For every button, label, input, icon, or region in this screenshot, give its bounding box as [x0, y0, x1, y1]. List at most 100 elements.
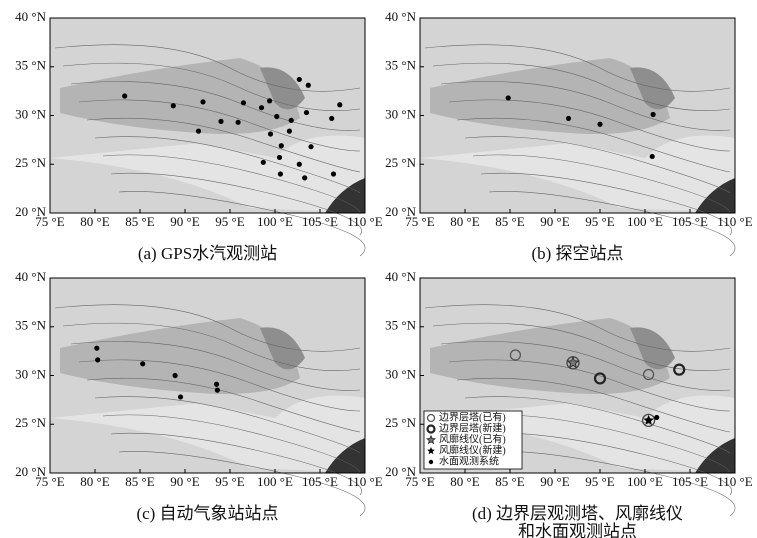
legend-label: 风廓线仪(新建) [439, 443, 506, 456]
x-tick-label: 75 °E [405, 214, 434, 229]
station [566, 116, 571, 121]
legend-label: 水面观测系统 [439, 454, 499, 467]
station [597, 122, 602, 127]
legend-label: 边界层塔(新建) [439, 421, 506, 434]
y-tick-label: 30 °N [385, 366, 416, 381]
station [173, 373, 178, 378]
x-tick-label: 110 °E [717, 214, 752, 229]
station [304, 110, 309, 115]
station [171, 103, 176, 108]
x-tick-label: 105 °E [302, 474, 338, 489]
station [297, 162, 302, 167]
station [337, 102, 342, 107]
station [279, 143, 284, 148]
caption: (a) GPS水汽观测站 [138, 244, 277, 263]
x-tick-label: 75 °E [35, 214, 64, 229]
station [302, 175, 307, 180]
x-tick-label: 90 °E [170, 214, 199, 229]
x-tick-label: 110 °E [717, 474, 752, 489]
y-tick-label: 40 °N [15, 269, 46, 284]
station [200, 99, 205, 104]
y-tick-label: 30 °N [15, 366, 46, 381]
station [287, 129, 292, 134]
station [140, 361, 145, 366]
station [95, 357, 100, 362]
x-tick-label: 80 °E [80, 474, 109, 489]
station [236, 120, 241, 125]
x-tick-label: 95 °E [215, 214, 244, 229]
x-tick-label: 100 °E [257, 214, 293, 229]
station [178, 394, 183, 399]
station [506, 95, 511, 100]
station [214, 382, 219, 387]
x-tick-label: 85 °E [495, 474, 524, 489]
station [94, 346, 99, 351]
y-tick-label: 25 °N [385, 415, 416, 430]
caption: 和水面观测站点 [518, 522, 637, 538]
y-tick-label: 30 °N [385, 106, 416, 121]
station [331, 171, 336, 176]
y-tick-label: 40 °N [15, 9, 46, 24]
x-tick-label: 95 °E [215, 474, 244, 489]
x-tick-label: 100 °E [627, 474, 663, 489]
station [308, 144, 313, 149]
x-tick-label: 80 °E [450, 474, 479, 489]
x-tick-label: 100 °E [257, 474, 293, 489]
x-tick-label: 80 °E [450, 214, 479, 229]
y-tick-label: 35 °N [385, 318, 416, 333]
x-tick-label: 90 °E [170, 474, 199, 489]
y-tick-label: 40 °N [385, 9, 416, 24]
legend-label: 边界层塔(已有) [439, 410, 506, 423]
y-tick-label: 25 °N [15, 415, 46, 430]
station [261, 160, 266, 165]
y-tick-label: 35 °N [385, 58, 416, 73]
x-tick-label: 110 °E [347, 474, 382, 489]
x-tick-label: 80 °E [80, 214, 109, 229]
x-tick-label: 95 °E [585, 474, 614, 489]
x-tick-label: 90 °E [540, 214, 569, 229]
caption: (c) 自动气象站站点 [136, 504, 278, 523]
station [650, 154, 655, 159]
x-tick-label: 105 °E [672, 214, 708, 229]
station [289, 118, 294, 123]
x-tick-label: 95 °E [585, 214, 614, 229]
water-station [654, 415, 659, 420]
x-tick-label: 85 °E [125, 214, 154, 229]
station [297, 77, 302, 82]
station [259, 105, 264, 110]
station [215, 388, 220, 393]
y-tick-label: 40 °N [385, 269, 416, 284]
x-tick-label: 90 °E [540, 474, 569, 489]
station [196, 129, 201, 134]
station [274, 114, 279, 119]
legend-label: 风廓线仪(已有) [439, 432, 506, 445]
x-tick-label: 110 °E [347, 214, 382, 229]
y-tick-label: 35 °N [15, 318, 46, 333]
caption: (b) 探空站点 [531, 244, 623, 263]
station [241, 100, 246, 105]
x-tick-label: 75 °E [35, 474, 64, 489]
station [267, 98, 272, 103]
x-tick-label: 100 °E [627, 214, 663, 229]
caption: (d) 边界层观测塔、风廓线仪 [472, 504, 683, 523]
y-tick-label: 35 °N [15, 58, 46, 73]
station [278, 171, 283, 176]
x-tick-label: 105 °E [302, 214, 338, 229]
x-tick-label: 105 °E [672, 474, 708, 489]
station [651, 112, 656, 117]
station [306, 83, 311, 88]
station [268, 131, 273, 136]
water-station [429, 460, 433, 464]
x-tick-label: 85 °E [125, 474, 154, 489]
station [329, 116, 334, 121]
x-tick-label: 75 °E [405, 474, 434, 489]
y-tick-label: 25 °N [385, 155, 416, 170]
figure: 20 °N25 °N30 °N35 °N40 °N75 °E80 °E85 °E… [0, 0, 757, 538]
y-tick-label: 25 °N [15, 155, 46, 170]
x-tick-label: 85 °E [495, 214, 524, 229]
station [277, 155, 282, 160]
